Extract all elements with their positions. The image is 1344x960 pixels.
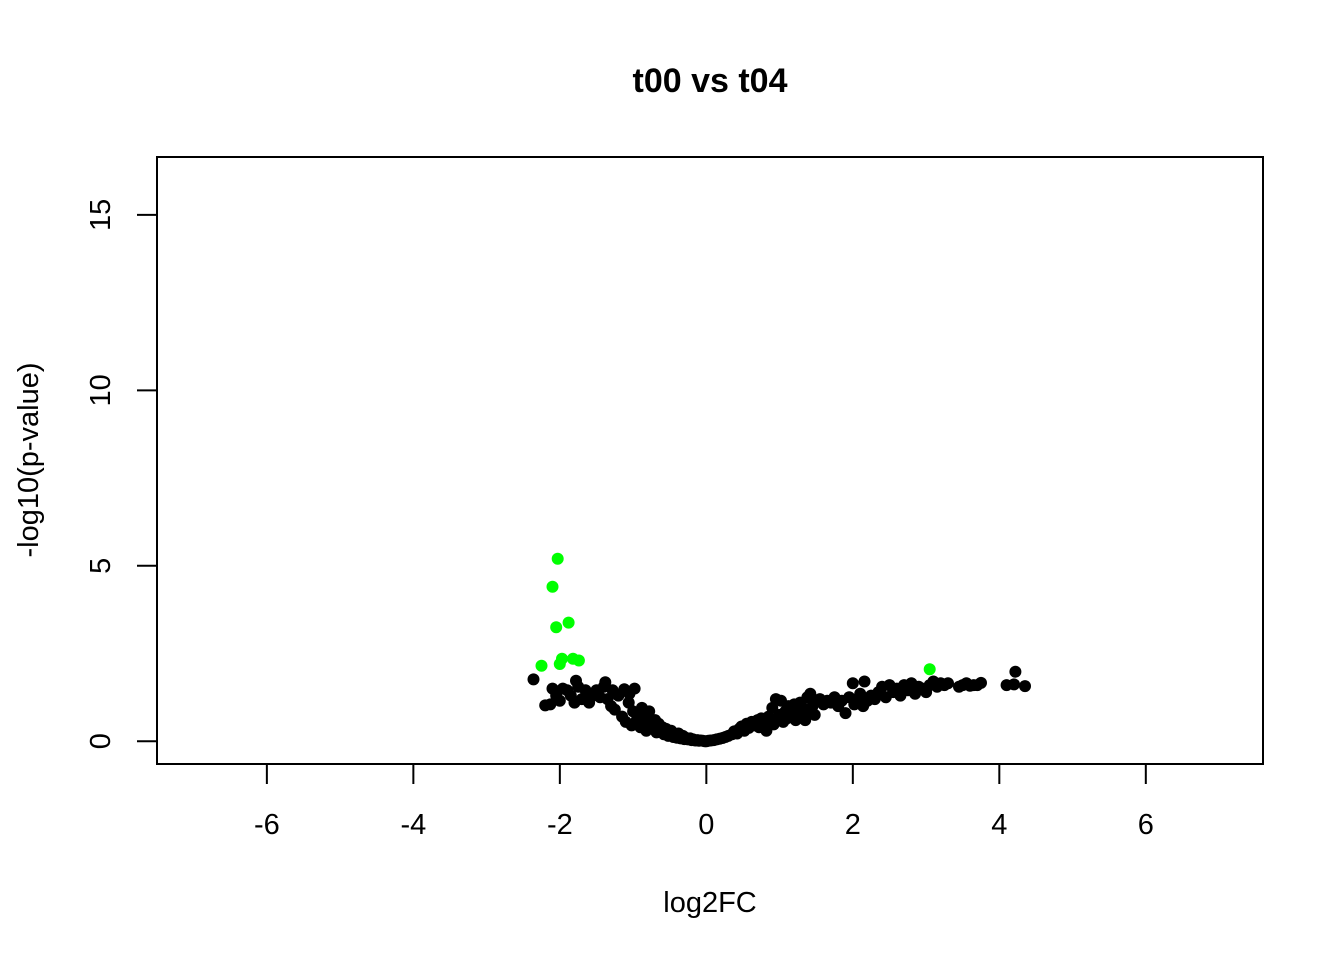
data-point xyxy=(553,694,566,707)
y-axis-label: -log10(p-value) xyxy=(13,362,45,557)
significant-data-point xyxy=(550,621,563,634)
data-point xyxy=(1008,678,1020,691)
data-point xyxy=(643,705,656,718)
significant-data-point xyxy=(562,616,575,629)
x-tick-label: -4 xyxy=(400,809,426,841)
significant-data-point xyxy=(551,552,564,565)
significant-data-point xyxy=(556,652,568,665)
y-tick-label: 0 xyxy=(85,733,117,749)
x-tick-label: 0 xyxy=(698,809,714,841)
x-tick-label: -6 xyxy=(254,809,280,841)
x-tick-label: 4 xyxy=(991,809,1007,841)
significant-data-point xyxy=(546,580,559,593)
data-point xyxy=(975,676,987,689)
significant-data-point xyxy=(923,663,936,676)
y-axis: 0 5 10 15 xyxy=(85,199,158,749)
y-tick-label: 10 xyxy=(85,374,117,406)
data-point xyxy=(839,707,852,720)
data-point xyxy=(846,677,859,690)
chart-title: t00 vs t04 xyxy=(633,62,788,100)
x-tick-label: -2 xyxy=(547,809,573,841)
data-point xyxy=(1019,680,1031,693)
data-point xyxy=(942,677,954,690)
x-tick-label: 6 xyxy=(1138,809,1154,841)
data-point xyxy=(808,708,821,721)
significant-data-point xyxy=(572,654,585,667)
data-point xyxy=(628,682,641,695)
data-point xyxy=(527,673,540,686)
data-points xyxy=(527,552,1031,748)
x-axis: -6 -4 -2 0 2 4 6 xyxy=(254,763,1154,841)
x-axis-label: log2FC xyxy=(663,887,757,919)
x-tick-label: 2 xyxy=(845,809,861,841)
data-point xyxy=(858,675,871,688)
y-tick-label: 15 xyxy=(85,199,117,231)
data-point xyxy=(599,676,612,689)
y-tick-label: 5 xyxy=(85,558,117,574)
data-point xyxy=(544,698,557,711)
significant-data-point xyxy=(535,659,548,672)
plot-frame xyxy=(156,156,1264,765)
data-point xyxy=(1009,665,1022,678)
